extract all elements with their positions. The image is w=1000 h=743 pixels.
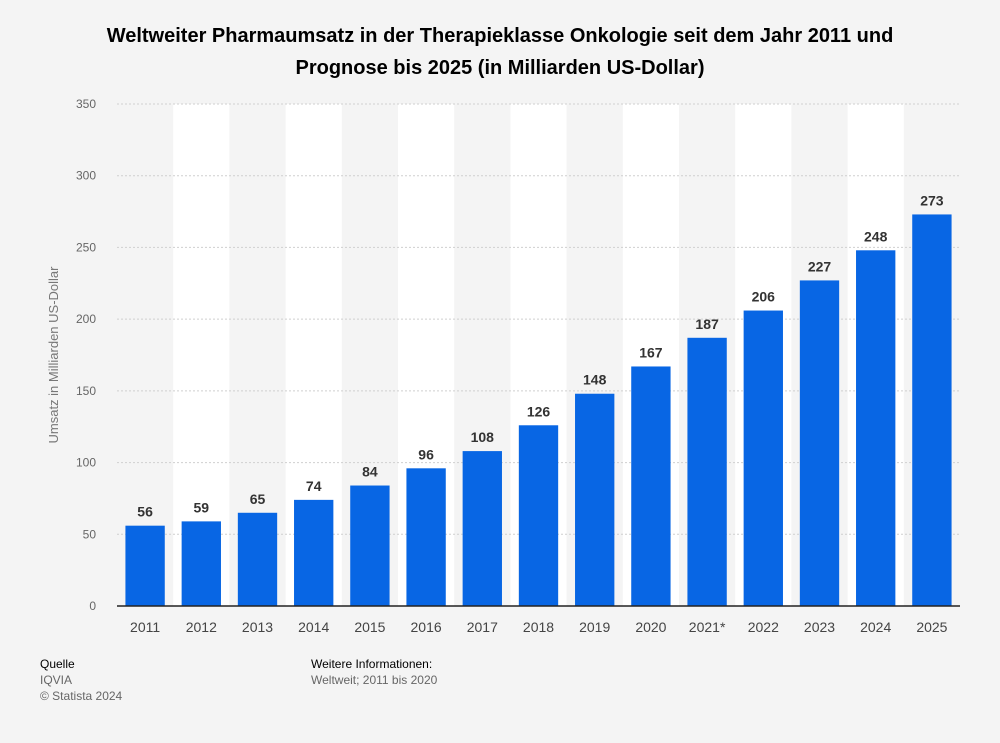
bar[interactable] xyxy=(462,451,502,606)
x-tick-label: 2025 xyxy=(916,619,947,635)
bar-value-label: 273 xyxy=(920,192,944,208)
y-tick-label: 100 xyxy=(76,456,96,470)
bar-value-label: 227 xyxy=(808,258,832,274)
bar-value-label: 74 xyxy=(306,478,322,494)
bar[interactable] xyxy=(687,337,727,606)
x-axis-tick-labels: 2011 2012 2013 2014 2015 2016 2017 2018 2019 2020… xyxy=(130,619,948,635)
x-tick-label: 2022 xyxy=(748,619,779,635)
x-tick-label: 2015 xyxy=(354,619,385,635)
bar-value-label: 167 xyxy=(639,344,663,360)
bar-value-label: 56 xyxy=(137,504,153,520)
y-tick-label: 350 xyxy=(76,97,96,111)
bar[interactable] xyxy=(294,499,334,606)
bar[interactable] xyxy=(631,366,671,606)
x-tick-label: 2019 xyxy=(579,619,610,635)
x-tick-label: 2020 xyxy=(635,619,666,635)
x-tick-label: 2012 xyxy=(186,619,217,635)
bar[interactable] xyxy=(406,468,446,606)
source-name[interactable]: IQVIA xyxy=(40,673,73,687)
info-text: Weltweit; 2011 bis 2020 xyxy=(311,673,438,687)
x-tick-label: 2017 xyxy=(467,619,498,635)
bar-value-label: 84 xyxy=(362,464,378,480)
x-tick-label: 2013 xyxy=(242,619,273,635)
y-tick-label: 50 xyxy=(83,527,97,541)
y-axis-tick-labels: 0 50 100 150 200 250 300 350 xyxy=(76,97,96,613)
bar[interactable] xyxy=(912,214,952,606)
bar-value-label: 65 xyxy=(250,491,266,507)
bar[interactable] xyxy=(237,512,278,606)
bar[interactable] xyxy=(350,485,390,606)
bar-value-labels: 56 59 65 74 84 96 108 126 148 167 187 206 227 248 273 xyxy=(137,192,943,519)
bar-value-label: 187 xyxy=(695,316,719,332)
x-tick-label: 2024 xyxy=(860,619,891,635)
bar-value-label: 96 xyxy=(418,446,434,462)
y-tick-label: 200 xyxy=(76,312,96,326)
x-tick-label: 2011 xyxy=(130,619,160,635)
bar[interactable] xyxy=(575,393,615,606)
y-axis-label: Umsatz in Milliarden US-Dollar xyxy=(46,266,61,444)
bar[interactable] xyxy=(125,525,165,606)
info-heading: Weitere Informationen: xyxy=(311,657,433,671)
y-tick-label: 150 xyxy=(76,384,96,398)
info-block: Weitere Informationen: Weltweit; 2011 bi… xyxy=(311,656,437,688)
bar[interactable] xyxy=(743,310,783,606)
bar-value-label: 108 xyxy=(471,429,495,445)
bar-value-label: 59 xyxy=(194,499,210,515)
bar[interactable] xyxy=(181,521,221,606)
y-tick-label: 300 xyxy=(76,169,96,183)
x-tick-label: 2018 xyxy=(523,619,554,635)
y-tick-label: 250 xyxy=(76,240,96,254)
x-tick-label: 2014 xyxy=(298,619,329,635)
x-tick-label: 2021* xyxy=(689,619,726,635)
bar[interactable] xyxy=(856,250,896,606)
bar[interactable] xyxy=(518,425,559,606)
y-tick-label: 0 xyxy=(89,599,96,613)
x-tick-label: 2023 xyxy=(804,619,835,635)
copyright-text[interactable]: © Statista 2024 xyxy=(40,689,123,703)
x-tick-label: 2016 xyxy=(411,619,442,635)
bar-value-label: 148 xyxy=(583,372,607,388)
chart-title: Weltweiter Pharmaumsatz in der Therapiek… xyxy=(106,25,894,79)
bar-value-label: 206 xyxy=(752,289,776,305)
bar-value-label: 248 xyxy=(864,228,888,244)
bar[interactable] xyxy=(799,280,840,606)
source-heading: Quelle xyxy=(40,657,75,671)
bars xyxy=(125,214,952,606)
source-block: Quelle IQVIA © Statista 2024 xyxy=(40,656,122,704)
bar-value-label: 126 xyxy=(527,403,551,419)
